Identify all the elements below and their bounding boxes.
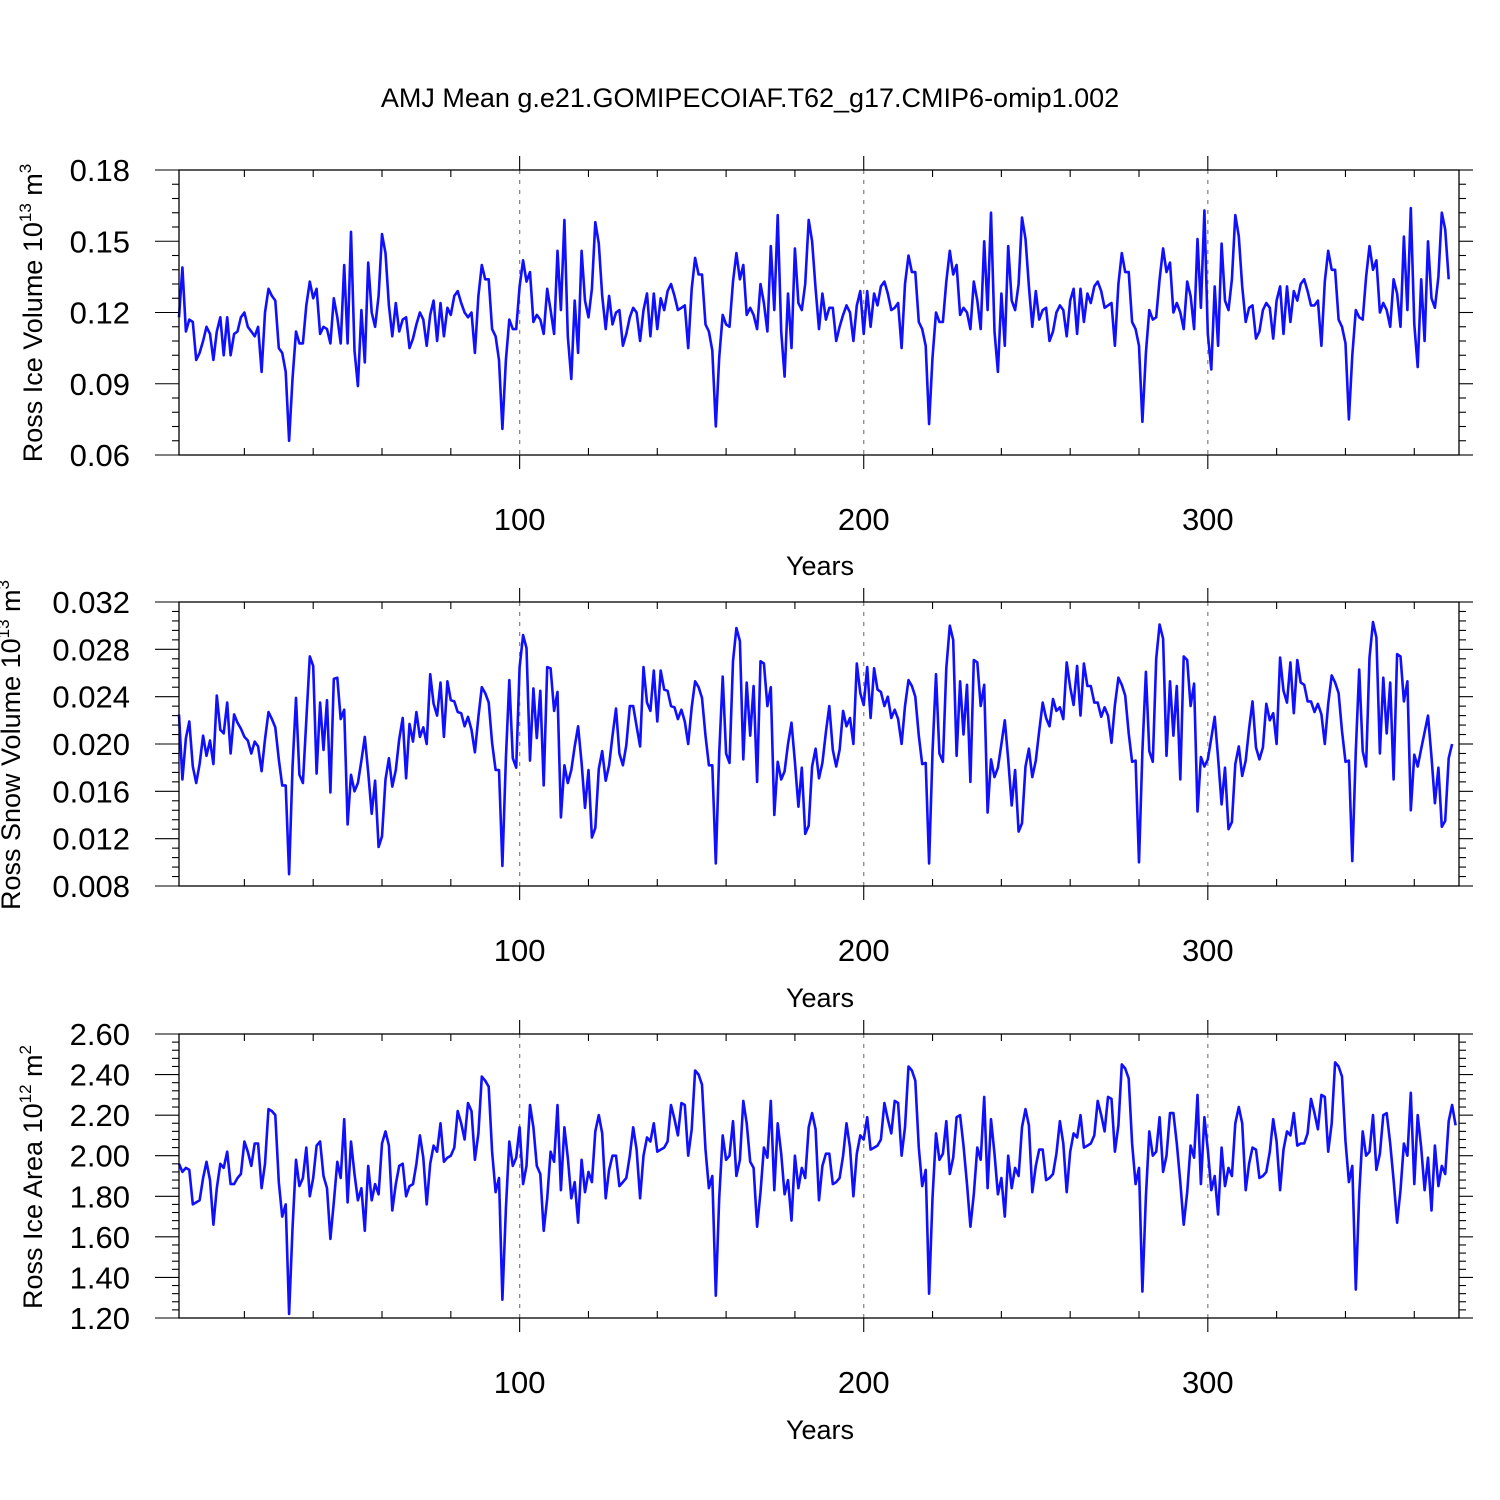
x-axis-title: Years xyxy=(786,983,854,1013)
y-tick-label: 0.18 xyxy=(70,153,130,188)
series-line-1 xyxy=(177,206,1450,443)
y-axis-title: Ross Ice Area 1012 m2 xyxy=(16,1045,48,1309)
y-tick-label: 0.15 xyxy=(70,224,130,259)
y-tick-label: 0.020 xyxy=(52,727,130,762)
x-axis-title: Years xyxy=(786,1415,854,1445)
y-tick-label: 2.20 xyxy=(70,1098,130,1133)
x-tick-label: 200 xyxy=(838,502,890,537)
figure-title: AMJ Mean g.e21.GOMIPECOIAF.T62_g17.CMIP6… xyxy=(381,83,1119,113)
panel-snow-volume: Ross Snow Volume 1013 m3 Years 100 200 300… xyxy=(0,580,1473,1013)
y-tick-label: 1.80 xyxy=(70,1179,130,1214)
panel-ice-volume: Ross Ice Volume 1013 m3 Years 100 200 300 0… xyxy=(16,153,1473,581)
y-tick-label: 2.40 xyxy=(70,1058,130,1093)
x-tick-label: 200 xyxy=(838,933,890,968)
panel-ice-area: Ross Ice Area 1012 m2 Years 100 200 300 1.2… xyxy=(16,1017,1473,1445)
y-axis-title: Ross Ice Volume 1013 m3 xyxy=(16,164,48,463)
x-tick-label: 300 xyxy=(1182,502,1234,537)
x-tick-label: 100 xyxy=(494,1365,546,1400)
y-tick-label: 1.20 xyxy=(70,1301,130,1336)
x-tick-label: 100 xyxy=(494,502,546,537)
y-axis-title: Ross Snow Volume 1013 m3 xyxy=(0,580,26,910)
y-tick-label: 0.024 xyxy=(52,680,130,715)
x-axis-title: Years xyxy=(786,551,854,581)
y-tick-label: 1.40 xyxy=(70,1260,130,1295)
series-line-1 xyxy=(177,1061,1457,1316)
plot-frame xyxy=(178,1033,1460,1319)
y-tick-label: 2.00 xyxy=(70,1139,130,1174)
x-tick-label: 300 xyxy=(1182,1365,1234,1400)
y-tick-label: 0.012 xyxy=(52,822,130,857)
y-tick-label: 2.60 xyxy=(70,1017,130,1052)
y-tick-label: 0.016 xyxy=(52,774,130,809)
y-tick-label: 0.12 xyxy=(70,296,130,331)
y-tick-label: 0.09 xyxy=(70,367,130,402)
x-tick-label: 300 xyxy=(1182,933,1234,968)
x-tick-label: 100 xyxy=(494,933,546,968)
y-tick-label: 0.008 xyxy=(52,869,130,904)
y-tick-label: 0.06 xyxy=(70,438,130,473)
y-tick-label: 0.028 xyxy=(52,632,130,667)
x-tick-label: 200 xyxy=(838,1365,890,1400)
series-line-1 xyxy=(177,620,1454,876)
plot-frame xyxy=(178,601,1460,887)
y-tick-label: 1.60 xyxy=(70,1220,130,1255)
y-tick-label: 0.032 xyxy=(52,585,130,620)
plot-frame xyxy=(178,169,1460,456)
